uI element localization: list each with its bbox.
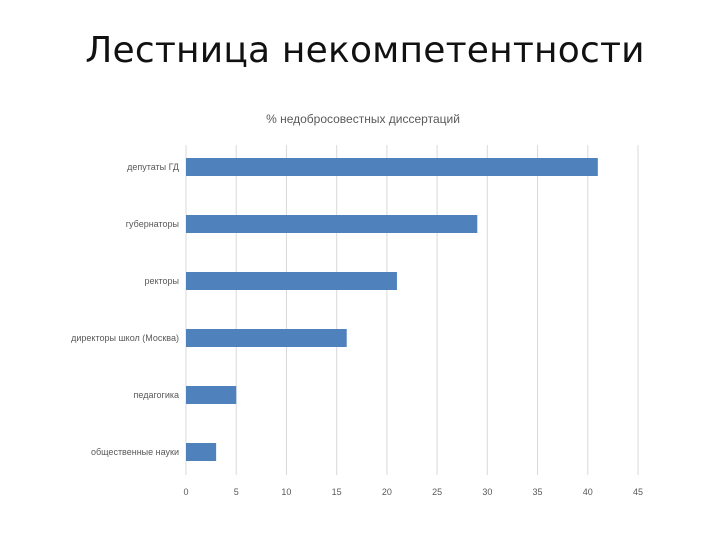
x-tick-label: 45: [633, 487, 643, 497]
x-tick-labels: 0 5 10 15 20 25 30 35 40 45: [183, 487, 643, 497]
bar: [186, 215, 478, 233]
x-tick-label: 35: [533, 487, 543, 497]
category-label: ректоры: [144, 276, 179, 286]
gridlines: [185, 145, 639, 475]
x-tick-label: 0: [183, 487, 188, 497]
x-tick-label: 15: [332, 487, 342, 497]
bar: [186, 443, 217, 461]
category-label: педагогика: [134, 390, 179, 400]
category-label: депутаты ГД: [127, 162, 179, 172]
bars: [186, 158, 598, 461]
chart-container: % недобросовестных диссертаций депутаты …: [60, 100, 690, 510]
category-labels: депутаты ГД губернаторы ректоры директоры ш…: [71, 162, 179, 457]
category-label: губернаторы: [126, 219, 179, 229]
bar-chart: % недобросовестных диссертаций депутаты …: [71, 112, 643, 497]
x-tick-label: 5: [234, 487, 239, 497]
bar: [186, 272, 397, 290]
x-tick-label: 10: [281, 487, 291, 497]
bar: [186, 158, 598, 176]
x-tick-label: 25: [432, 487, 442, 497]
category-label: общественные науки: [91, 447, 179, 457]
bar: [186, 329, 347, 347]
bar: [186, 386, 237, 404]
x-tick-label: 40: [583, 487, 593, 497]
category-label: директоры школ (Москва): [71, 333, 179, 343]
chart-title: % недобросовестных диссертаций: [266, 112, 460, 126]
x-tick-label: 30: [482, 487, 492, 497]
slide-title: Лестница некомпетентности: [85, 30, 645, 71]
x-tick-label: 20: [382, 487, 392, 497]
